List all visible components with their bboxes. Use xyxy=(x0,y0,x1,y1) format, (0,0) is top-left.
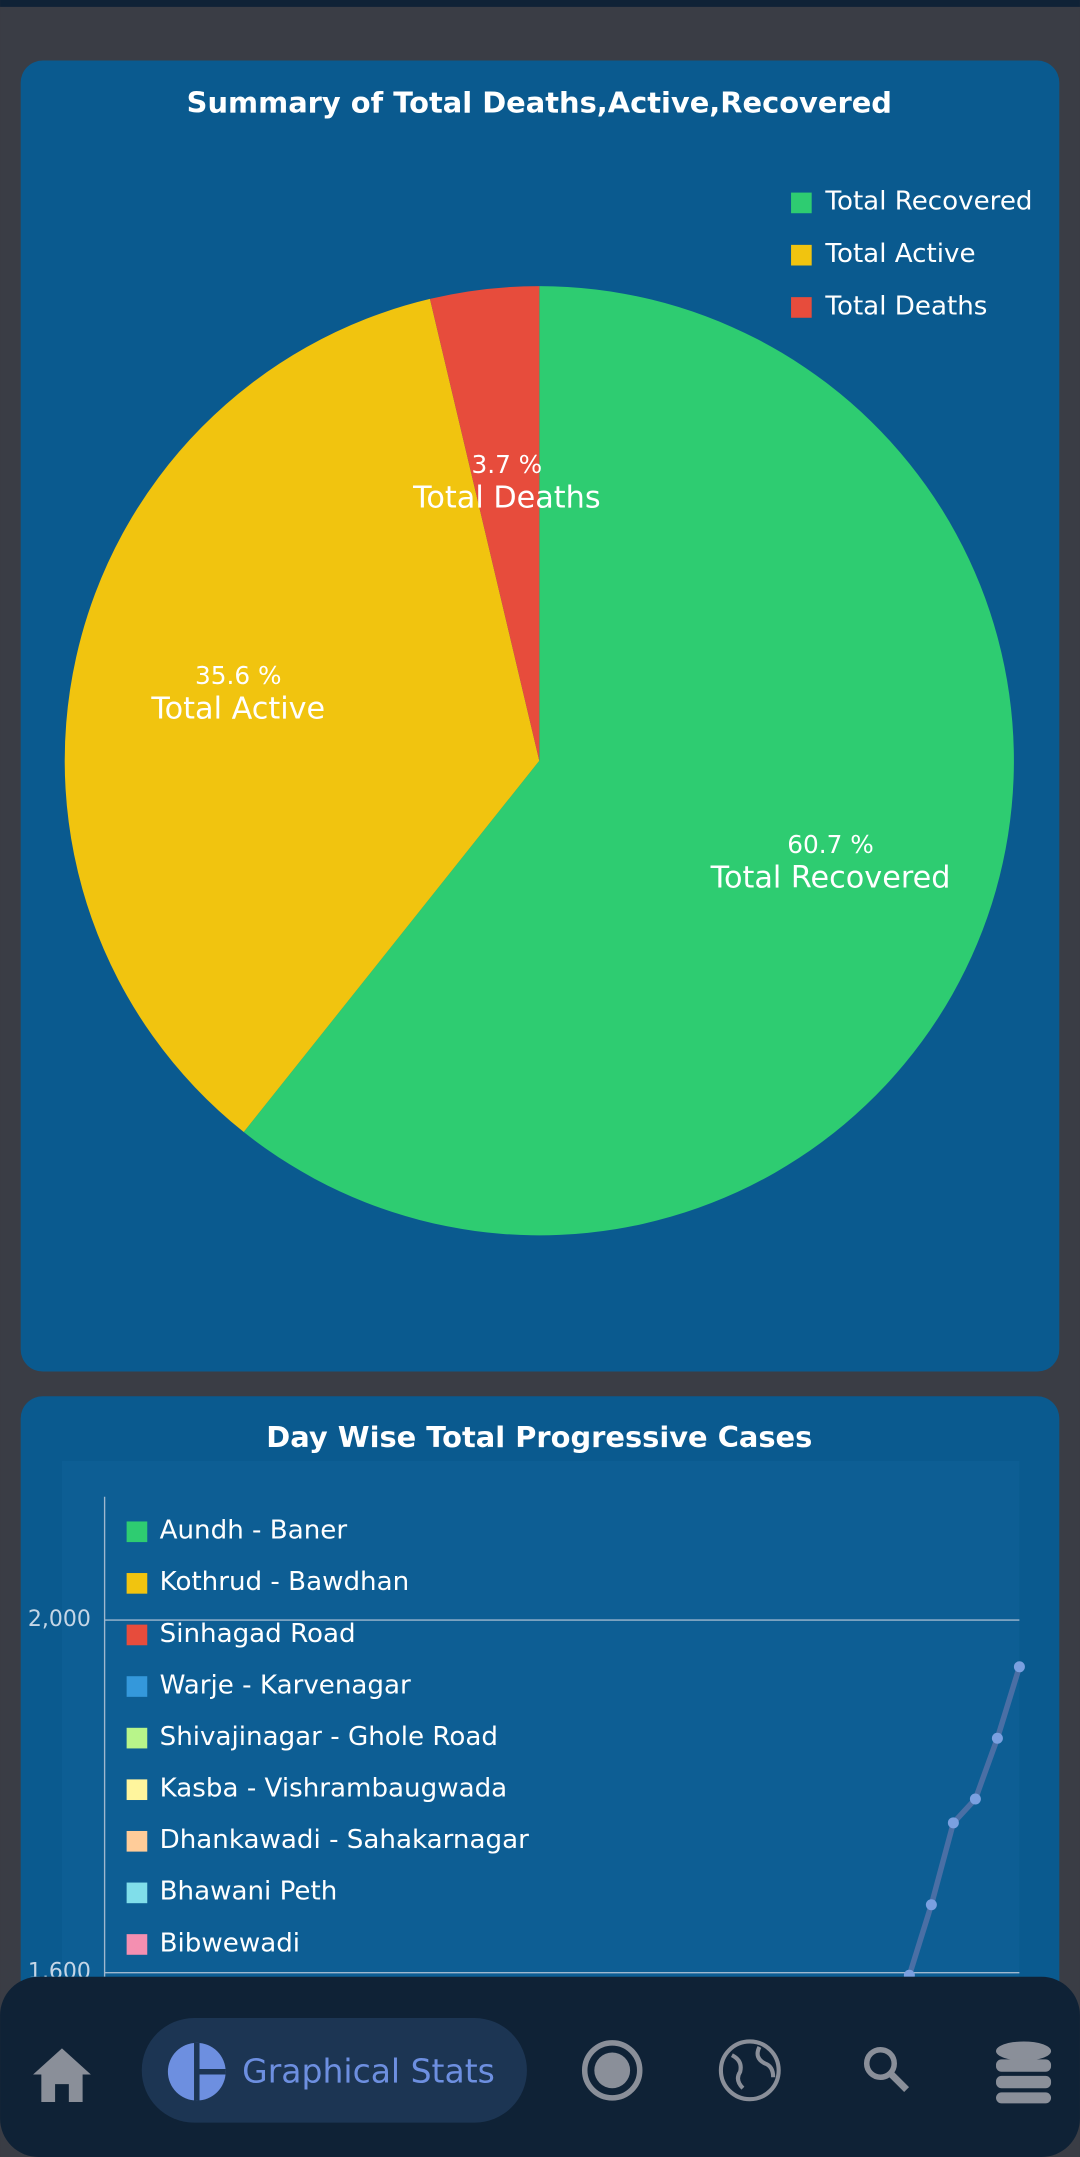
legend-label: Kothrud - Bawdhan xyxy=(160,1567,410,1597)
legend-swatch xyxy=(126,1521,148,1543)
legend-swatch xyxy=(126,1676,148,1697)
legend-swatch xyxy=(126,1934,148,1955)
legend-label: Shivajinagar - Ghole Road xyxy=(160,1722,498,1752)
status-bar xyxy=(0,0,1080,7)
slice-label: Total Active xyxy=(150,691,325,726)
line-chart: 1,600 2,000 Aundh - Baner Kothrud - Bawdhan… xyxy=(28,1460,1025,1985)
search-handle xyxy=(887,2070,910,2093)
slice-percent: 3.7 % xyxy=(471,450,542,479)
db-icon xyxy=(996,2075,1052,2089)
nav-24h[interactable] xyxy=(581,2040,643,2101)
legend-swatch xyxy=(791,244,812,266)
plot-area xyxy=(61,1460,1020,1977)
slice-percent: 35.6 % xyxy=(195,661,282,690)
nav-world[interactable] xyxy=(718,2039,781,2102)
nav-database[interactable] xyxy=(996,2041,1052,2104)
legend-label: Total Active xyxy=(824,239,975,269)
series-point xyxy=(991,1732,1003,1744)
nav-pill xyxy=(141,2018,527,2123)
pie-slice xyxy=(243,286,1014,1236)
nav-graphical-stats[interactable]: Graphical Stats xyxy=(141,2018,527,2123)
db-icon xyxy=(996,2059,1052,2072)
legend-label: Total Deaths xyxy=(824,291,987,321)
db-icon xyxy=(996,2041,1052,2061)
legend-swatch xyxy=(126,1830,148,1852)
pie-slice xyxy=(64,298,540,1133)
series-point xyxy=(925,1899,937,1911)
clock-icon-inner xyxy=(594,2052,631,2089)
legend-swatch xyxy=(126,1882,148,1904)
legend-swatch xyxy=(126,1573,148,1594)
legend-label: Warje - Karvenagar xyxy=(160,1670,411,1700)
db-icon xyxy=(996,2092,1052,2104)
legend-label: Aundh - Baner xyxy=(160,1516,348,1546)
pie-icon-lines xyxy=(194,2042,226,2101)
series-point xyxy=(969,1793,981,1805)
y-tick-label: 1,600 xyxy=(28,1960,91,1985)
legend-label: Total Recovered xyxy=(824,187,1032,217)
legend-swatch xyxy=(126,1727,148,1749)
legend-swatch xyxy=(126,1779,148,1801)
home-icon xyxy=(33,2048,91,2102)
y-tick-label: 2,000 xyxy=(28,1607,91,1632)
pie-slice xyxy=(429,286,540,761)
globe-lines xyxy=(730,2046,776,2090)
globe-icon xyxy=(718,2039,781,2102)
legend-swatch xyxy=(791,192,812,214)
series-line xyxy=(906,1665,1023,1977)
series-point xyxy=(1013,1661,1025,1673)
legend-label: Bibwewadi xyxy=(160,1928,300,1958)
chart-title: Day Wise Total Progressive Cases xyxy=(266,1420,812,1454)
slice-label: Total Recovered xyxy=(710,860,951,895)
legend-label: Bhawani Peth xyxy=(160,1877,338,1907)
legend-label: Sinhagad Road xyxy=(160,1619,356,1649)
chart-title: Summary of Total Deaths,Active,Recovered xyxy=(187,86,892,120)
nav-search[interactable] xyxy=(863,2046,910,2093)
slice-percent: 60.7 % xyxy=(787,830,874,859)
search-icon xyxy=(863,2046,897,2080)
legend-label: Dhankawadi - Sahakarnagar xyxy=(160,1825,529,1855)
legend-label: Kasba - Vishrambaugwada xyxy=(160,1774,508,1804)
nav-home[interactable] xyxy=(33,2048,91,2102)
nav-label: Graphical Stats xyxy=(242,2052,495,2091)
slice-label: Total Deaths xyxy=(412,481,601,516)
legend-swatch xyxy=(126,1624,148,1646)
clock-icon xyxy=(581,2040,643,2101)
series-point xyxy=(947,1817,959,1829)
series-point xyxy=(903,1969,915,1977)
legend-swatch xyxy=(791,297,812,318)
